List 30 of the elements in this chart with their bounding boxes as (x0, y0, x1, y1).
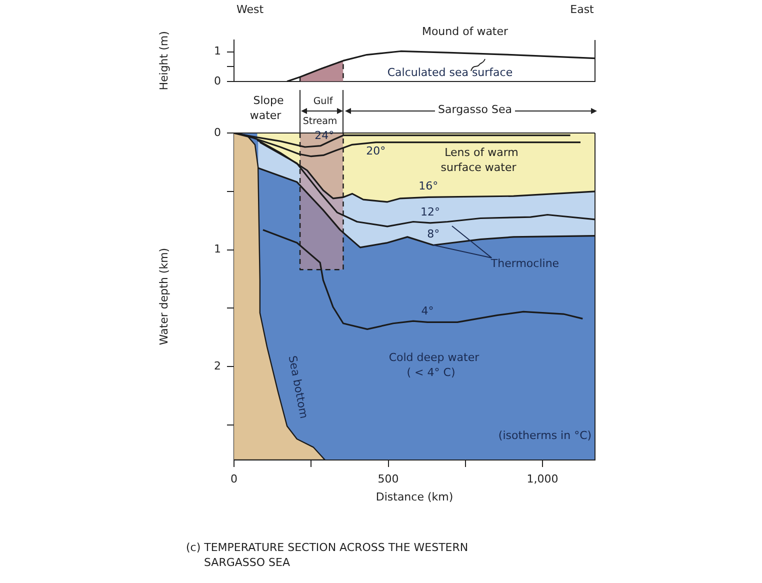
series-label: 16° (418, 180, 438, 193)
text: Sea bottom (286, 354, 311, 420)
text: West (235, 3, 265, 16)
y-axis-title: Water depth (km) (157, 248, 170, 346)
y-tick-label: 1 (214, 44, 221, 58)
series-label: 4° (421, 304, 434, 318)
annotation: Thermocline (490, 257, 560, 270)
y-axis-title: Height (m) (157, 31, 170, 90)
series-label: 12° (420, 205, 440, 218)
annotation: (isotherms in °C) (497, 429, 593, 442)
x-axis-title: Distance (km) (376, 490, 454, 504)
text: (c) TEMPERATURE SECTION ACROSS THE WESTERN SARGASSO SEA (186, 540, 470, 570)
series-label: 20° (366, 144, 386, 158)
text: East (569, 3, 595, 16)
x-tick-label: 1,000 (526, 472, 558, 486)
text: Gulf Stream (302, 96, 338, 127)
annotation: Cold deep water ( < 4° C) (388, 351, 480, 379)
annotation: Lens of warm surface water (440, 146, 520, 174)
series-label: 8° (427, 227, 440, 240)
series-label: Calculated sea surface (387, 66, 513, 80)
x-tick-label: 500 (378, 472, 399, 486)
text: Slope water (250, 94, 284, 122)
series-label: 24° (314, 129, 334, 142)
text: Sargasso Sea (435, 103, 515, 116)
y-tick-label: 0 (214, 126, 221, 139)
text: Mound of water (420, 25, 510, 38)
y-tick-label: 0 (214, 74, 221, 88)
x-tick-label: 0 (230, 472, 238, 486)
y-tick-label: 2 (214, 359, 221, 372)
y-tick-label: 1 (214, 242, 221, 256)
